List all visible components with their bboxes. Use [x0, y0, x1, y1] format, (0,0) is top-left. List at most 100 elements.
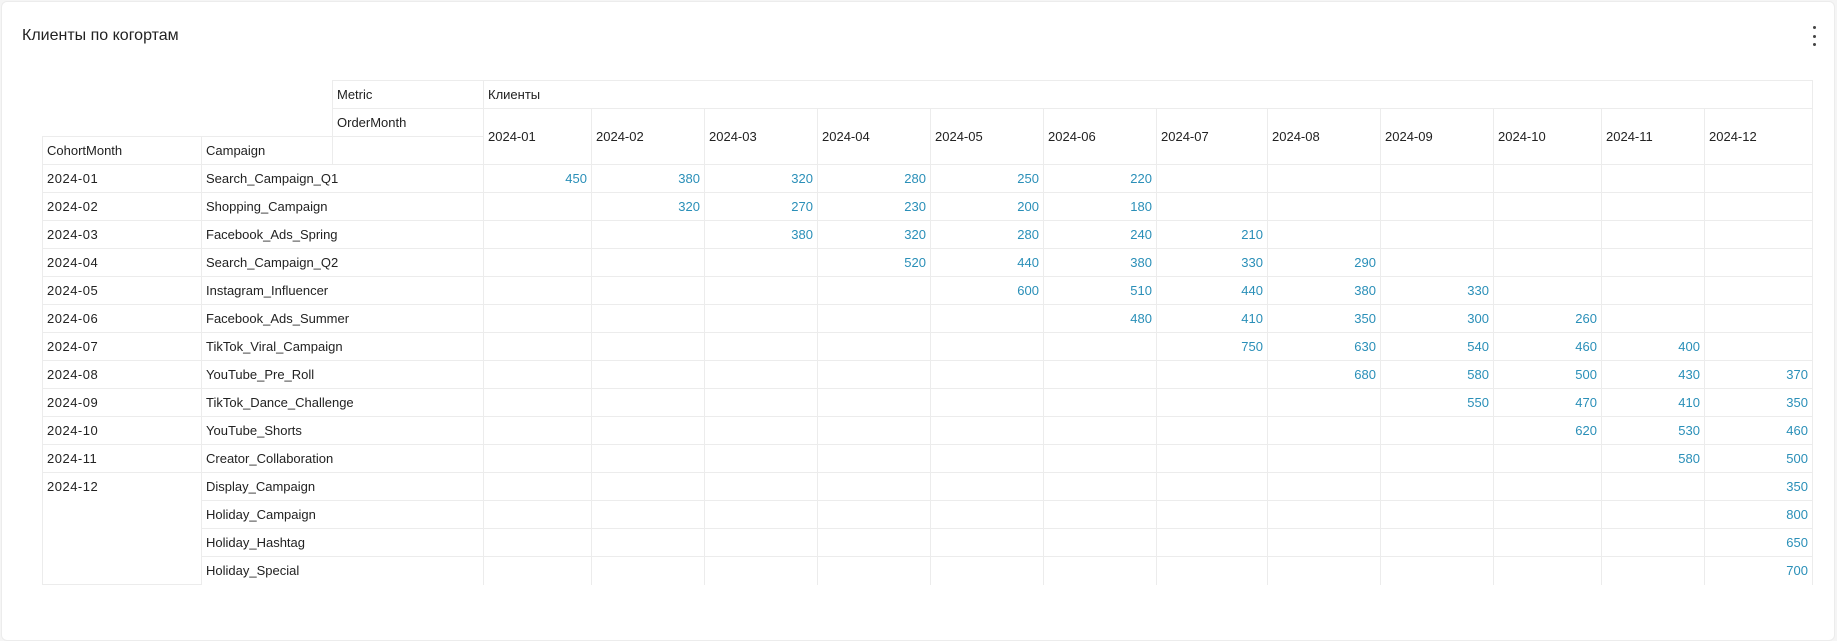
value-cell — [1601, 556, 1705, 585]
cohort-column-header[interactable]: CohortMonth — [42, 136, 202, 165]
value-cell — [1704, 332, 1813, 361]
value-cell — [817, 556, 931, 585]
ordermonth-label: OrderMonth — [332, 108, 484, 137]
value-cell: 550 — [1380, 388, 1494, 417]
table-header: Metric Клиенты OrderMonth 2024-01 2024-0… — [42, 80, 1813, 165]
value-cell — [1043, 528, 1157, 557]
cohort-cell: 2024-09 — [42, 388, 202, 417]
value-cell — [1156, 444, 1268, 473]
value-cell — [483, 528, 592, 557]
value-cell — [1043, 416, 1157, 445]
campaign-cell: Display_Campaign — [201, 472, 484, 501]
cohort-cell: 2024-04 — [42, 248, 202, 277]
month-header[interactable]: 2024-07 — [1156, 108, 1268, 165]
value-cell — [483, 304, 592, 333]
value-cell — [1043, 500, 1157, 529]
campaign-cell: Facebook_Ads_Summer — [201, 304, 484, 333]
value-cell — [704, 304, 818, 333]
header-corner — [42, 80, 333, 137]
value-cell — [591, 528, 705, 557]
value-cell — [1601, 164, 1705, 193]
value-cell: 350 — [1267, 304, 1381, 333]
value-cell: 460 — [1704, 416, 1813, 445]
value-cell — [704, 388, 818, 417]
value-cell — [1380, 416, 1494, 445]
value-cell — [704, 472, 818, 501]
value-cell — [591, 276, 705, 305]
value-cell — [930, 444, 1044, 473]
month-header[interactable]: 2024-01 — [483, 108, 592, 165]
header-row-metric: Metric Клиенты — [42, 80, 1813, 137]
value-cell: 280 — [930, 220, 1044, 249]
value-cell — [817, 528, 931, 557]
month-header[interactable]: 2024-04 — [817, 108, 931, 165]
month-header[interactable]: 2024-09 — [1380, 108, 1494, 165]
value-cell — [817, 304, 931, 333]
value-cell: 540 — [1380, 332, 1494, 361]
month-header[interactable]: 2024-11 — [1601, 108, 1705, 165]
value-cell — [483, 416, 592, 445]
value-cell — [1043, 472, 1157, 501]
month-header[interactable]: 2024-12 — [1704, 108, 1813, 165]
value-cell: 280 — [817, 164, 931, 193]
table-row: 2024-01 Search_Campaign_Q1 450 380 320 280 250… — [42, 164, 1813, 193]
campaign-column-header[interactable]: Campaign — [201, 136, 333, 165]
value-cell — [591, 416, 705, 445]
value-cell — [1493, 164, 1602, 193]
value-cell — [704, 332, 818, 361]
value-cell: 500 — [1704, 444, 1813, 473]
value-cell: 330 — [1380, 276, 1494, 305]
value-cell — [930, 332, 1044, 361]
value-cell — [483, 500, 592, 529]
cohort-cell: 2024-07 — [42, 332, 202, 361]
value-cell — [1601, 304, 1705, 333]
value-cell — [1156, 360, 1268, 389]
value-cell — [591, 360, 705, 389]
value-cell — [1493, 444, 1602, 473]
value-cell — [817, 500, 931, 529]
value-cell: 200 — [930, 192, 1044, 221]
value-cell — [1267, 388, 1381, 417]
value-cell — [1704, 304, 1813, 333]
value-cell — [1601, 472, 1705, 501]
value-cell — [1380, 500, 1494, 529]
value-cell: 210 — [1156, 220, 1268, 249]
month-header[interactable]: 2024-10 — [1493, 108, 1602, 165]
value-cell: 270 — [704, 192, 818, 221]
value-cell — [483, 220, 592, 249]
value-cell — [704, 528, 818, 557]
month-header[interactable]: 2024-05 — [930, 108, 1044, 165]
campaign-cell: TikTok_Dance_Challenge — [201, 388, 484, 417]
campaign-cell: YouTube_Pre_Roll — [201, 360, 484, 389]
month-header[interactable]: 2024-02 — [591, 108, 705, 165]
cohort-cell: 2024-01 — [42, 164, 202, 193]
value-cell — [1493, 220, 1602, 249]
header-spacer — [332, 136, 484, 165]
value-cell — [1601, 192, 1705, 221]
value-cell — [1493, 556, 1602, 585]
month-header[interactable]: 2024-06 — [1043, 108, 1157, 165]
value-cell: 650 — [1704, 528, 1813, 557]
table-row: 2024-12 Display_Campaign 350 — [42, 472, 1813, 585]
month-header[interactable]: 2024-03 — [704, 108, 818, 165]
value-cell — [483, 276, 592, 305]
value-cell: 460 — [1493, 332, 1602, 361]
value-cell — [930, 528, 1044, 557]
value-cell — [1601, 528, 1705, 557]
value-cell — [483, 472, 592, 501]
value-cell: 320 — [704, 164, 818, 193]
cohort-cell: 2024-05 — [42, 276, 202, 305]
value-cell — [1267, 472, 1381, 501]
value-cell — [1156, 164, 1268, 193]
more-menu-icon[interactable] — [1808, 26, 1820, 46]
value-cell: 680 — [1267, 360, 1381, 389]
table-row: 2024-09 TikTok_Dance_Challenge 550 470 410 35… — [42, 388, 1813, 417]
value-cell — [1380, 164, 1494, 193]
value-cell — [483, 556, 592, 585]
campaign-cell: Creator_Collaboration — [201, 444, 484, 473]
value-cell: 240 — [1043, 220, 1157, 249]
month-header[interactable]: 2024-08 — [1267, 108, 1381, 165]
cohort-cell: 2024-06 — [42, 304, 202, 333]
value-cell — [817, 332, 931, 361]
pivot-table-wrapper: Metric Клиенты OrderMonth 2024-01 2024-0… — [42, 80, 1813, 585]
